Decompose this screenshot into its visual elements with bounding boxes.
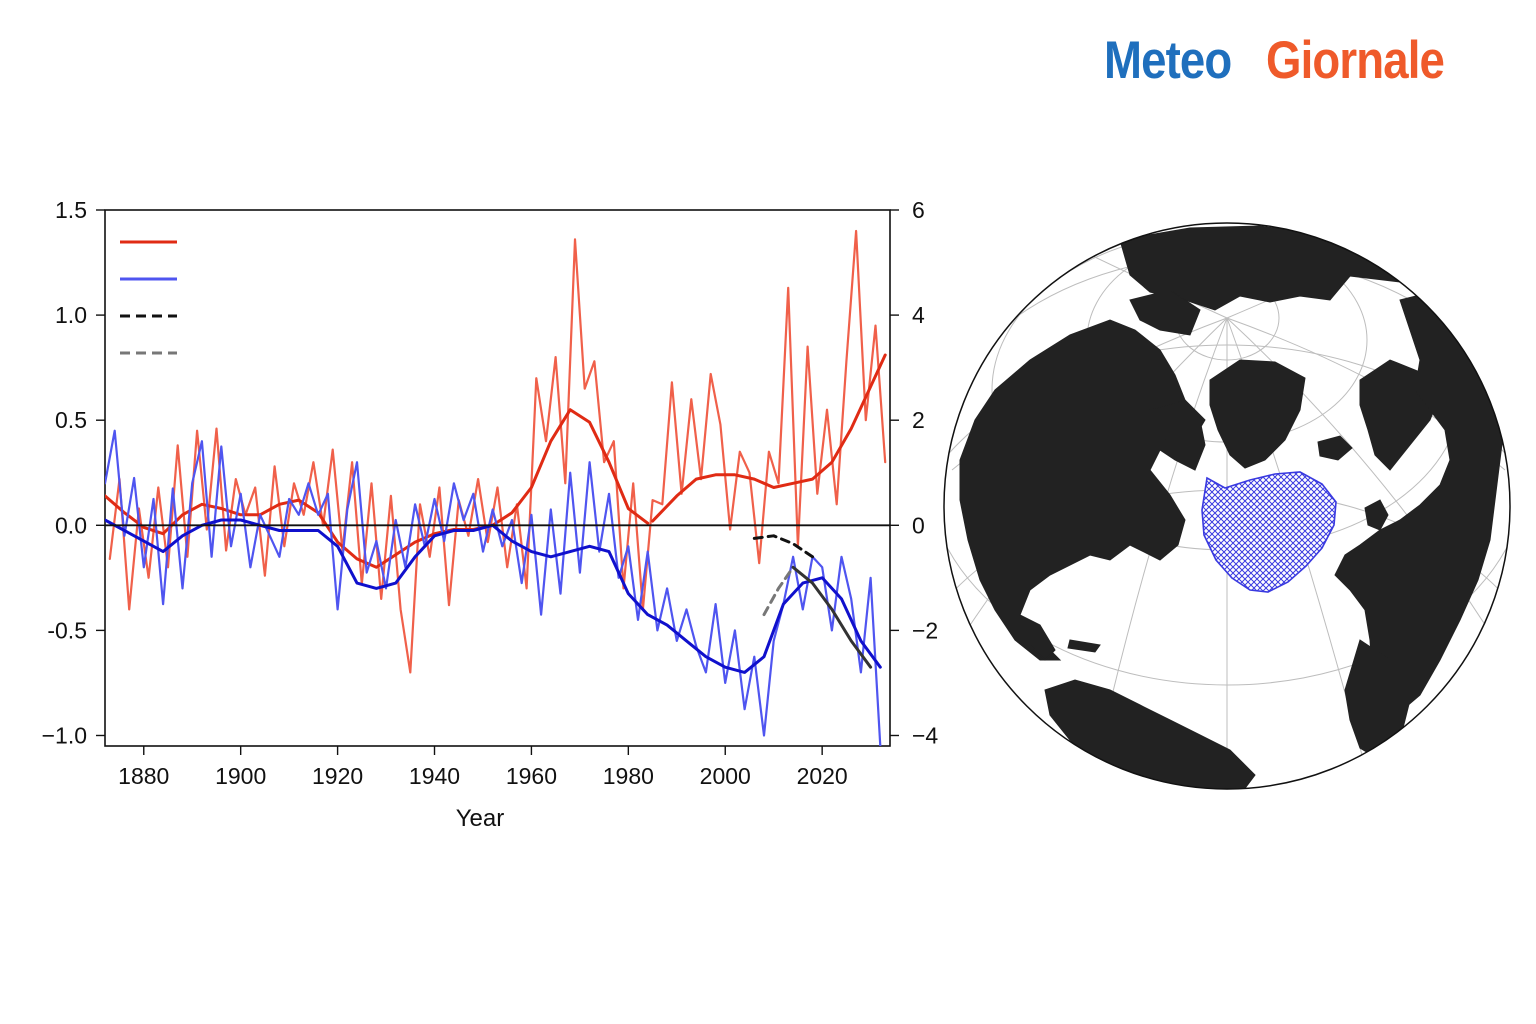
x-tick-label-2: 1920 — [312, 763, 363, 789]
y-left-tick-label-2: 0.0 — [55, 512, 87, 538]
globe-map — [943, 222, 1511, 790]
y-right-tick-label-4: 4 — [912, 302, 925, 328]
x-tick-label-4: 1960 — [506, 763, 557, 789]
y-left-tick-label-4: 1.0 — [55, 302, 87, 328]
series-line-6 — [752, 534, 814, 559]
series-line-7 — [762, 565, 795, 617]
series-line-1 — [105, 408, 650, 569]
y-left-tick-label-3: 0.5 — [55, 407, 87, 433]
y-left-tick-label-1: -0.5 — [47, 617, 87, 643]
series-line-0 — [108, 229, 887, 674]
series-line-4 — [105, 518, 882, 674]
series-line-5 — [791, 565, 873, 669]
series-line-2 — [651, 353, 887, 523]
x-tick-label-6: 2000 — [700, 763, 751, 789]
x-tick-label-1: 1900 — [215, 763, 266, 789]
y-right-tick-label-3: 2 — [912, 407, 925, 433]
y-right-tick-label-0: −4 — [912, 722, 938, 748]
land — [959, 225, 1509, 789]
x-tick-label-7: 2020 — [797, 763, 848, 789]
legend — [120, 240, 177, 355]
axes: 1880 1900 1920 1940 1960 1980 2000 2020 −1.0 -0.5… — [42, 197, 939, 789]
x-tick-label-5: 1980 — [603, 763, 654, 789]
plot-area: 1880 1900 1920 1940 1960 1980 2000 2020 −1.0 -0.5… — [42, 197, 939, 832]
y-right-tick-label-2: 0 — [912, 512, 925, 538]
brand-word-giornale: Giornale — [1265, 31, 1445, 90]
series-layer — [105, 229, 887, 746]
y-left-tick-label-0: −1.0 — [42, 722, 87, 748]
y-left-tick-label-5: 1.5 — [55, 197, 87, 223]
brand-word-meteo: Meteo — [1104, 31, 1232, 90]
x-axis-title: Year — [456, 805, 505, 832]
globe-outline — [943, 222, 1511, 790]
highlighted-region — [1201, 471, 1337, 593]
series-line-3 — [105, 429, 882, 746]
y-right-tick-label-1: −2 — [912, 617, 938, 643]
y-right-tick-label-5: 6 — [912, 197, 925, 223]
x-tick-label-3: 1940 — [409, 763, 460, 789]
x-tick-label-0: 1880 — [118, 763, 169, 789]
brand-logo: Meteo Giornale — [1104, 30, 1484, 110]
